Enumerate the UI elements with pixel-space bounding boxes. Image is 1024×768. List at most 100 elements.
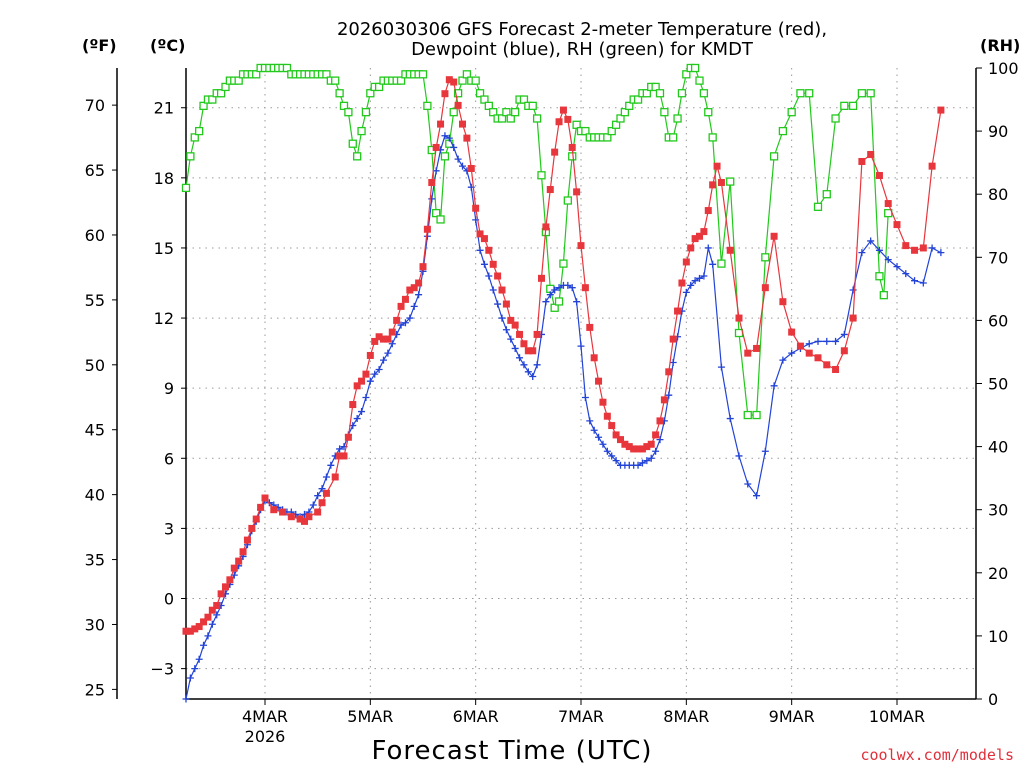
temperature-point xyxy=(358,377,366,385)
x-axis-label: Forecast Time (UTC) xyxy=(371,736,652,766)
dewpoint-point xyxy=(502,326,510,334)
rh-point xyxy=(572,120,581,129)
dewpoint-series xyxy=(182,132,945,703)
dewpoint-point xyxy=(551,286,559,294)
dewpoint-point xyxy=(696,274,703,282)
temperature-point xyxy=(380,335,387,343)
time-tick-label: 9MAR xyxy=(769,707,815,726)
rh-point xyxy=(396,76,406,85)
temperature-point xyxy=(928,162,936,170)
rh-point xyxy=(673,114,682,123)
rh-point xyxy=(655,89,665,98)
fahrenheit-tick-label: 65 xyxy=(85,161,105,180)
rh-point xyxy=(432,208,441,218)
rh-point xyxy=(761,253,770,262)
dewpoint-point xyxy=(884,256,892,264)
dewpoint-point xyxy=(406,314,414,322)
dewpoint-point xyxy=(489,286,497,294)
dewpoint-point xyxy=(779,356,787,364)
temperature-point xyxy=(555,118,563,126)
rh-point xyxy=(831,114,840,123)
rh-point xyxy=(497,114,507,123)
temperature-point xyxy=(459,120,466,128)
rh-point xyxy=(199,101,208,111)
dewpoint-point xyxy=(511,344,519,352)
temperature-point xyxy=(858,157,866,165)
temperature-point xyxy=(634,445,642,453)
celsius-tick-label: 9 xyxy=(164,379,174,398)
fahrenheit-axis-ticks: 25 30 35 40 45 50 55 60 65 70 xyxy=(85,96,117,699)
rh-point xyxy=(787,108,796,117)
temperature-point xyxy=(494,272,502,280)
temperature-point xyxy=(696,232,703,240)
rh-point xyxy=(559,259,568,268)
temperature-point xyxy=(200,618,208,626)
dewpoint-point xyxy=(735,452,743,460)
temperature-point xyxy=(612,431,620,439)
temperature-point xyxy=(665,368,673,376)
temperature-point xyxy=(761,284,769,292)
rh-point xyxy=(743,410,752,420)
temperature-point xyxy=(257,503,265,511)
rh-tick-label: 50 xyxy=(988,375,1008,394)
celsius-axis-ticks: −3 0 3 6 9 12 15 18 21 xyxy=(150,99,186,679)
rh-point xyxy=(603,133,612,142)
temperature-point xyxy=(353,382,361,390)
dewpoint-point xyxy=(814,337,822,345)
temperature-point xyxy=(678,279,686,287)
rh-point xyxy=(669,133,678,142)
temperature-point xyxy=(911,246,919,254)
temperature-point xyxy=(744,349,752,357)
temperature-point xyxy=(559,106,567,114)
dewpoint-point xyxy=(410,302,418,310)
temperature-point xyxy=(919,244,927,252)
dewpoint-point xyxy=(726,415,734,423)
rh-point xyxy=(625,101,634,111)
rh-tick-label: 90 xyxy=(988,122,1008,141)
dewpoint-point xyxy=(564,281,572,289)
rh-point xyxy=(620,108,630,117)
dewpoint-point xyxy=(445,134,453,142)
rh-point xyxy=(796,89,805,98)
temperature-point xyxy=(230,564,238,572)
temperature-point xyxy=(463,134,471,142)
dewpoint-point xyxy=(388,340,396,348)
temperature-point xyxy=(498,286,506,294)
temperature-series xyxy=(182,76,945,635)
temperature-point xyxy=(362,370,370,378)
temperature-point xyxy=(423,225,431,233)
temperature-point xyxy=(441,90,449,98)
rh-point xyxy=(805,89,814,98)
dewpoint-point xyxy=(476,246,484,254)
dewpoint-point xyxy=(919,279,927,287)
rh-point xyxy=(769,152,779,161)
rh-point xyxy=(208,95,217,104)
rh-point xyxy=(879,291,888,300)
dewpoint-point xyxy=(608,452,616,460)
dewpoint-point xyxy=(485,272,493,280)
temperature-point xyxy=(884,200,892,208)
temperature-point xyxy=(564,115,572,123)
dewpoint-point xyxy=(191,665,199,673)
rh-axis-unit: (RH) xyxy=(980,36,1020,55)
rh-point xyxy=(563,196,572,205)
dewpoint-point xyxy=(867,237,875,245)
rh-point xyxy=(418,70,428,79)
celsius-tick-label: 21 xyxy=(154,99,174,118)
dewpoint-point xyxy=(529,372,537,380)
temperature-point xyxy=(669,335,677,343)
temperature-point xyxy=(340,452,348,460)
rh-series xyxy=(181,63,893,420)
rh-tick-label: 70 xyxy=(988,248,1008,267)
dewpoint-point xyxy=(401,319,409,327)
rh-point xyxy=(458,76,467,85)
temperature-point xyxy=(467,164,475,172)
celsius-tick-label: 0 xyxy=(164,590,174,609)
dewpoint-point xyxy=(581,394,589,402)
temperature-point xyxy=(902,242,910,250)
temperature-point xyxy=(893,221,901,229)
rh-point xyxy=(633,95,643,104)
temperature-point xyxy=(397,302,405,310)
rh-point xyxy=(607,126,616,136)
rh-point xyxy=(181,183,191,193)
